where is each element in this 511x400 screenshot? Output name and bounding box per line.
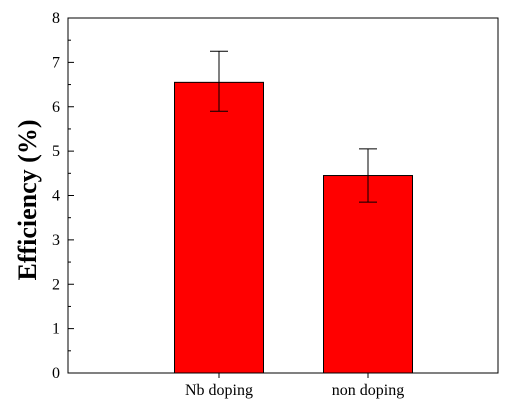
y-tick-label: 1 [52, 321, 60, 338]
y-tick-label: 4 [52, 188, 60, 205]
bar [174, 81, 264, 374]
y-tick-label: 8 [52, 10, 60, 27]
y-tick-label: 2 [52, 276, 60, 293]
x-tick-label: non doping [332, 382, 404, 399]
y-tick-label: 3 [52, 232, 60, 249]
y-tick-label: 5 [52, 143, 60, 160]
y-tick-label: 0 [52, 365, 60, 382]
x-tick-label: Nb doping [185, 382, 253, 399]
y-tick-label: 7 [52, 54, 60, 71]
y-tick-label: 6 [52, 99, 60, 116]
plot-frame [67, 17, 499, 374]
bars-group [174, 50, 413, 374]
y-axis: 0 1 2 3 4 5 6 7 8 [52, 10, 74, 382]
bar [323, 175, 413, 374]
x-axis-labels: Nb doping non doping [185, 373, 404, 399]
y-axis-title: Efficiency (%) [13, 119, 42, 280]
